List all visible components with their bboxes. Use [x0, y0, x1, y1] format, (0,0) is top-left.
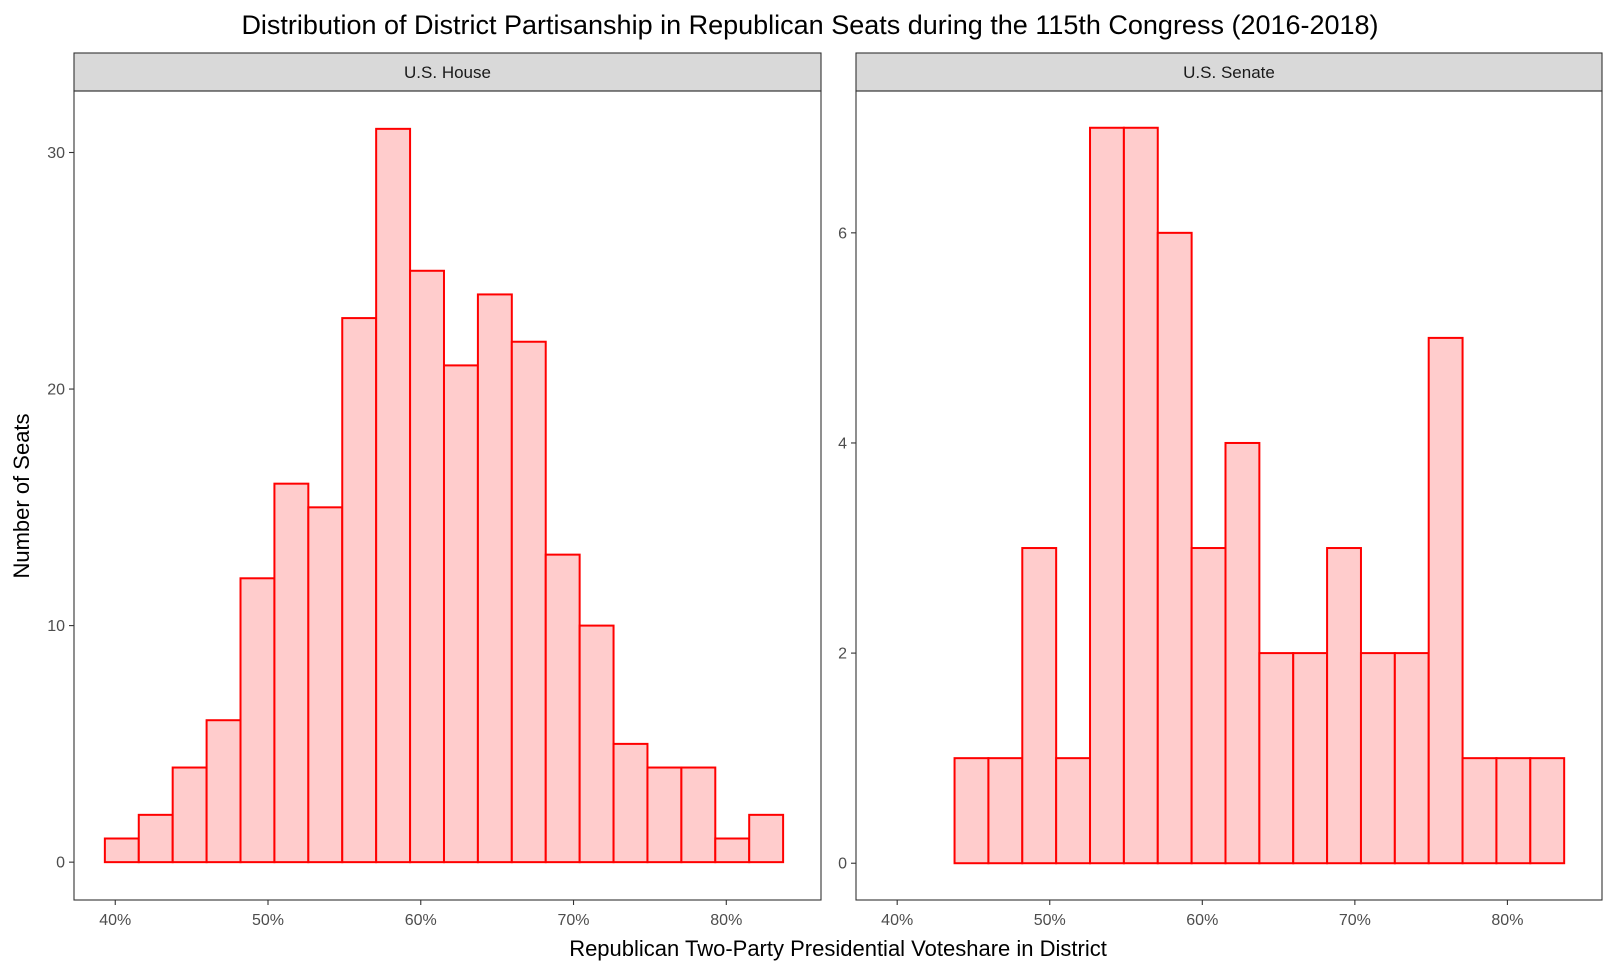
x-tick-label: 50% — [1034, 912, 1066, 929]
histogram-bar — [510, 340, 547, 864]
histogram-bar — [987, 757, 1024, 865]
histogram-bar — [273, 482, 310, 864]
chart-title: Distribution of District Partisanship in… — [241, 10, 1378, 40]
x-tick-label: 60% — [405, 912, 437, 929]
histogram-bar — [476, 293, 513, 864]
histogram-bar — [1224, 441, 1261, 865]
histogram-bar — [205, 719, 242, 864]
y-tick-label: 10 — [47, 618, 65, 635]
x-tick-label: 70% — [558, 912, 590, 929]
histogram-bar — [442, 364, 479, 864]
panel-senate: U.S. Senate 0 2 4 6 40% 50% 60% 70% 80% — [838, 52, 1603, 929]
y-tick-label: 0 — [838, 856, 847, 873]
histogram-bar — [1393, 652, 1430, 865]
histogram-bar — [1258, 652, 1295, 865]
histogram-bar — [1292, 652, 1329, 865]
histogram-bar — [1122, 126, 1159, 865]
histogram-bar — [1359, 652, 1396, 865]
x-tick-label: 80% — [710, 912, 742, 929]
y-tick-label: 20 — [47, 382, 65, 399]
x-axis-title: Republican Two-Party Presidential Votesh… — [569, 936, 1107, 961]
x-axis-senate: 40% 50% 60% 70% 80% — [881, 900, 1523, 929]
histogram-bar — [1055, 757, 1092, 865]
histogram-bar — [680, 766, 717, 864]
strip-house — [73, 52, 822, 92]
x-tick-label: 50% — [252, 912, 284, 929]
strip-label-house: U.S. House — [404, 63, 491, 82]
x-tick-label: 60% — [1186, 912, 1218, 929]
x-tick-label: 40% — [881, 912, 913, 929]
panel-border-senate — [855, 90, 1603, 901]
x-axis-house: 40% 50% 60% 70% 80% — [99, 900, 742, 929]
histogram-bar — [1495, 757, 1532, 865]
histogram-bar — [544, 553, 581, 864]
histogram-bar — [1529, 757, 1566, 865]
histogram-bar — [953, 757, 990, 865]
histogram-bar — [239, 577, 276, 864]
histogram-bar — [612, 742, 649, 864]
bars-senate — [953, 126, 1566, 865]
x-tick-label: 40% — [99, 912, 131, 929]
y-tick-label: 2 — [838, 646, 847, 663]
histogram-bar — [578, 624, 615, 864]
y-tick-label: 4 — [838, 435, 847, 452]
histogram-bar — [1021, 547, 1058, 865]
strip-label-senate: U.S. Senate — [1183, 63, 1275, 82]
histogram-bar — [307, 506, 344, 864]
strip-senate — [855, 52, 1603, 92]
histogram-bar — [375, 127, 412, 864]
histogram-bar — [714, 837, 751, 864]
panel-border-house — [73, 90, 822, 901]
histogram-bar — [171, 766, 208, 864]
histogram-bar — [1089, 126, 1125, 865]
y-axis-house: 0 10 20 30 — [47, 145, 74, 872]
y-axis-senate: 0 2 4 6 — [838, 225, 856, 873]
histogram-bar — [646, 766, 683, 864]
bars-house — [103, 127, 785, 864]
histogram-bar — [1461, 757, 1498, 865]
histogram-bar — [1427, 336, 1464, 865]
y-axis-title: Number of Seats — [9, 413, 34, 578]
panel-house: U.S. House 0 10 20 30 40% 50% 60% 70% 80% — [47, 52, 822, 929]
histogram-bar — [748, 813, 785, 864]
histogram-bar — [1326, 547, 1362, 865]
x-tick-label: 80% — [1491, 912, 1523, 929]
y-tick-label: 6 — [838, 225, 847, 242]
histogram-bar — [1156, 231, 1193, 865]
histogram-bar — [341, 317, 378, 864]
histogram-bar — [409, 269, 445, 864]
histogram-bar — [1190, 547, 1227, 865]
y-tick-label: 0 — [56, 855, 65, 872]
histogram-bar — [103, 837, 140, 864]
histogram-bar — [137, 813, 174, 864]
x-tick-label: 70% — [1339, 912, 1371, 929]
y-tick-label: 30 — [47, 145, 65, 162]
